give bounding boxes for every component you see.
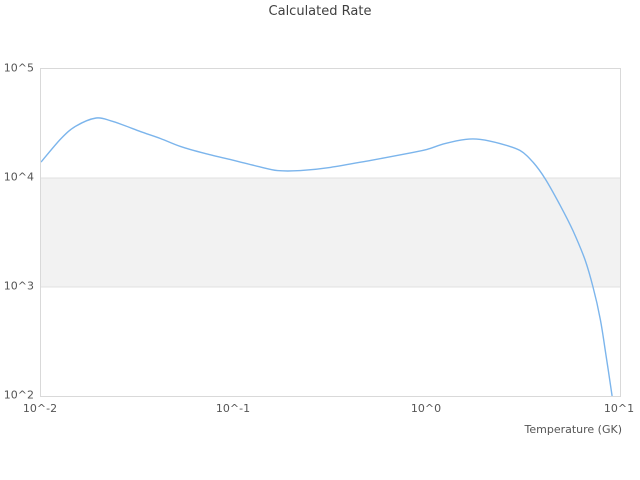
y-tick-label: 10^5	[3, 61, 34, 75]
x-tick-label: 10^0	[410, 402, 442, 415]
x-tick-label: 10^-1	[215, 402, 251, 415]
y-tick-label: 10^3	[3, 279, 34, 293]
y-tick-label: 10^4	[3, 170, 34, 184]
plot-area	[40, 68, 621, 397]
x-axis-title: Temperature (GK)	[524, 423, 623, 436]
chart-title: Calculated Rate	[268, 4, 372, 19]
rate-curve	[41, 117, 613, 396]
y-tick-label: 10^2	[3, 388, 34, 402]
highlight-band	[41, 178, 620, 287]
x-tick-label: 10^-2	[22, 402, 58, 415]
plot-canvas	[41, 117, 620, 396]
x-tick-label: 10^1	[603, 402, 635, 415]
